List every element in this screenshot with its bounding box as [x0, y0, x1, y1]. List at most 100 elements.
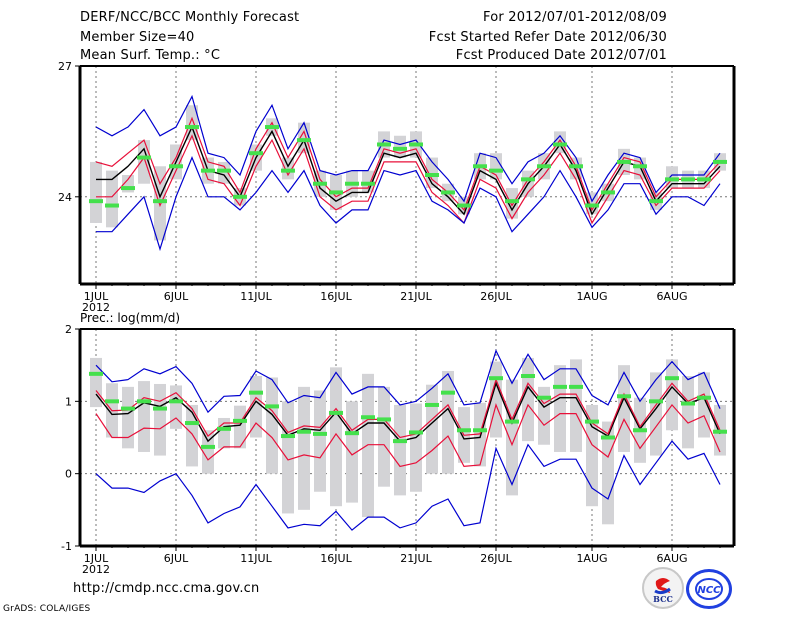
y-tick-label: 0 [65, 468, 72, 481]
median-marker [713, 429, 727, 434]
x-tick-label: 11JUL [240, 552, 272, 565]
median-marker [409, 430, 423, 435]
median-marker [457, 203, 471, 208]
median-marker [521, 374, 535, 379]
ensemble-box [330, 367, 342, 507]
ensemble-box [522, 357, 534, 442]
spread-upper-line [95, 377, 721, 439]
ensemble-box [186, 404, 198, 467]
median-marker [377, 417, 391, 422]
median-marker [297, 138, 311, 143]
bcc-logo: BCC [642, 567, 684, 609]
y-tick-label: 1 [65, 395, 72, 408]
range-min-line [95, 440, 721, 531]
median-marker [505, 199, 519, 204]
median-marker [409, 142, 423, 147]
median-marker [169, 399, 183, 404]
median-marker [297, 429, 311, 434]
median-marker [89, 199, 103, 204]
ensemble-box [122, 386, 134, 449]
range-max-line [95, 94, 721, 203]
range-min-line [96, 156, 721, 252]
median-marker [665, 177, 679, 182]
ensemble-box [554, 365, 566, 452]
median-marker [473, 164, 487, 169]
median-marker [265, 125, 279, 130]
median-marker [105, 203, 119, 208]
bcc-swirl-blue-icon [654, 587, 671, 595]
ensemble-mean-line [95, 381, 721, 443]
y-tick-label: -1 [61, 540, 72, 553]
median-marker [713, 159, 727, 164]
x-tick-label: 26JUL [480, 290, 512, 303]
spread-lower-line [96, 134, 721, 225]
ensemble-box [298, 386, 310, 510]
ensemble-box [138, 381, 150, 452]
ensemble-box [602, 421, 614, 525]
median-marker [569, 384, 583, 389]
median-marker [105, 399, 119, 404]
median-marker [137, 155, 151, 160]
median-marker [137, 399, 151, 404]
median-marker [489, 168, 503, 173]
ensemble-box [426, 384, 438, 474]
median-marker [233, 194, 247, 199]
ensemble-box [666, 359, 678, 431]
ensemble-box [282, 157, 294, 180]
y-tick-label: 2 [65, 323, 72, 336]
median-marker [377, 142, 391, 147]
median-marker [393, 146, 407, 151]
median-marker [329, 190, 343, 195]
median-marker [633, 164, 647, 169]
ensemble-box [618, 365, 630, 452]
spread-lower-line [95, 403, 721, 468]
median-marker [361, 415, 375, 420]
median-marker [601, 435, 615, 440]
ensemble-box [154, 166, 166, 241]
median-marker [201, 444, 215, 449]
bcc-swirl-icon [655, 578, 670, 593]
median-marker [617, 159, 631, 164]
median-marker [537, 395, 551, 400]
median-marker [505, 419, 519, 424]
ensemble-box [650, 372, 662, 456]
x-tick-label: 21JUL [400, 290, 432, 303]
median-marker [665, 376, 679, 381]
median-marker [153, 199, 167, 204]
median-marker [585, 419, 599, 424]
source-url[interactable]: http://cmdp.ncc.cma.gov.cn [73, 581, 260, 596]
median-marker [521, 177, 535, 182]
median-marker [697, 177, 711, 182]
median-marker [249, 151, 263, 156]
x-tick-label: 1JUL [84, 290, 109, 303]
median-marker [457, 428, 471, 433]
median-marker [473, 428, 487, 433]
member-size-label: Member Size=40 [80, 30, 195, 45]
ensemble-box [266, 377, 278, 474]
ensemble-box [410, 403, 422, 492]
ensemble-box [362, 170, 374, 193]
median-marker [169, 164, 183, 169]
median-marker [345, 431, 359, 436]
forecast-start-date: Fcst Started Refer Date 2012/06/30 [428, 30, 667, 45]
x-tick-label: 16JUL [320, 552, 352, 565]
median-marker [697, 395, 711, 400]
median-marker [281, 434, 295, 439]
ensemble-box [394, 404, 406, 496]
ensemble-box [90, 161, 102, 223]
median-marker [681, 177, 695, 182]
ensemble-box [490, 361, 502, 438]
median-marker [617, 394, 631, 399]
x-tick-label: 21JUL [400, 552, 432, 565]
median-marker [121, 186, 135, 191]
median-marker [361, 181, 375, 186]
ensemble-box [538, 386, 550, 445]
spread-upper-line [95, 116, 721, 212]
x-tick-label: 16JUL [320, 290, 352, 303]
median-marker [249, 390, 263, 395]
ensemble-box [138, 140, 150, 184]
median-marker [649, 199, 663, 204]
forecast-period: For 2012/07/01-2012/08/09 [483, 10, 667, 25]
ensemble-box [362, 373, 374, 518]
